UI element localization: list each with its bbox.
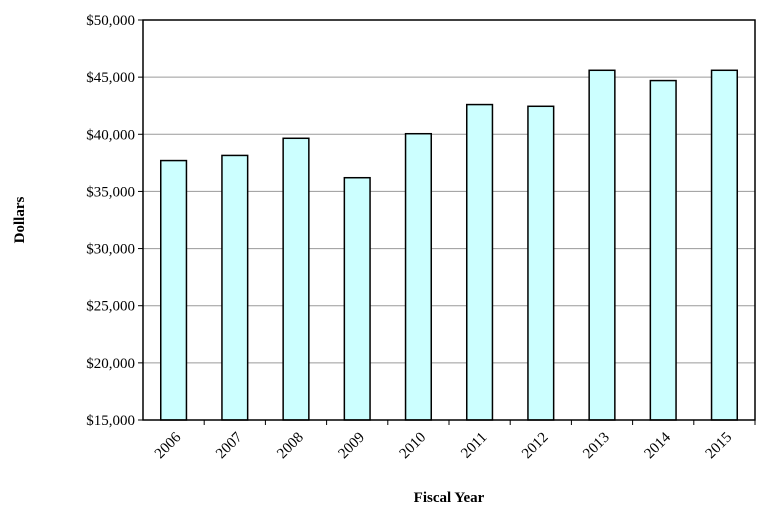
bar-2008 bbox=[282, 137, 310, 421]
y-axis-title: Dollars bbox=[12, 197, 28, 244]
y-tick-label: $20,000 bbox=[86, 356, 135, 372]
y-tick-label: $35,000 bbox=[86, 184, 135, 200]
bar-2015 bbox=[710, 69, 739, 421]
x-tick-label: 2008 bbox=[274, 430, 307, 463]
y-tick-label: $50,000 bbox=[86, 13, 135, 29]
y-tick-label: $30,000 bbox=[86, 242, 135, 258]
x-axis-ticks: 2006 2007 2008 2009 2010 2011 2012 2013 2014 2015 bbox=[152, 420, 756, 463]
bars bbox=[159, 69, 739, 421]
bar-2013 bbox=[588, 69, 616, 421]
bar-2011 bbox=[465, 103, 494, 421]
bar-2009 bbox=[343, 176, 371, 421]
y-tick-label: $40,000 bbox=[86, 127, 135, 143]
x-axis-title: Fiscal Year bbox=[414, 490, 485, 506]
bar-2012 bbox=[527, 105, 555, 421]
bar-2007 bbox=[221, 154, 249, 421]
bar-2010 bbox=[404, 132, 433, 421]
y-axis-ticks: $15,000 $20,000 $25,000 $30,000 $35,000 $40,0… bbox=[86, 13, 143, 429]
x-tick-label: 2006 bbox=[152, 429, 185, 462]
x-tick-label: 2009 bbox=[336, 430, 369, 463]
x-tick-label: 2014 bbox=[642, 429, 675, 462]
x-tick-label: 2013 bbox=[580, 430, 613, 463]
x-tick-label: 2015 bbox=[703, 430, 736, 463]
x-tick-label: 2010 bbox=[397, 430, 430, 463]
y-tick-label: $25,000 bbox=[86, 299, 135, 315]
y-tick-label: $15,000 bbox=[86, 413, 135, 429]
x-tick-label: 2007 bbox=[213, 429, 246, 462]
bar-2014 bbox=[649, 79, 677, 421]
y-tick-label: $45,000 bbox=[86, 70, 135, 86]
x-tick-label: 2012 bbox=[519, 430, 552, 463]
x-tick-label: 2011 bbox=[458, 430, 490, 462]
bar-2006 bbox=[159, 159, 188, 421]
